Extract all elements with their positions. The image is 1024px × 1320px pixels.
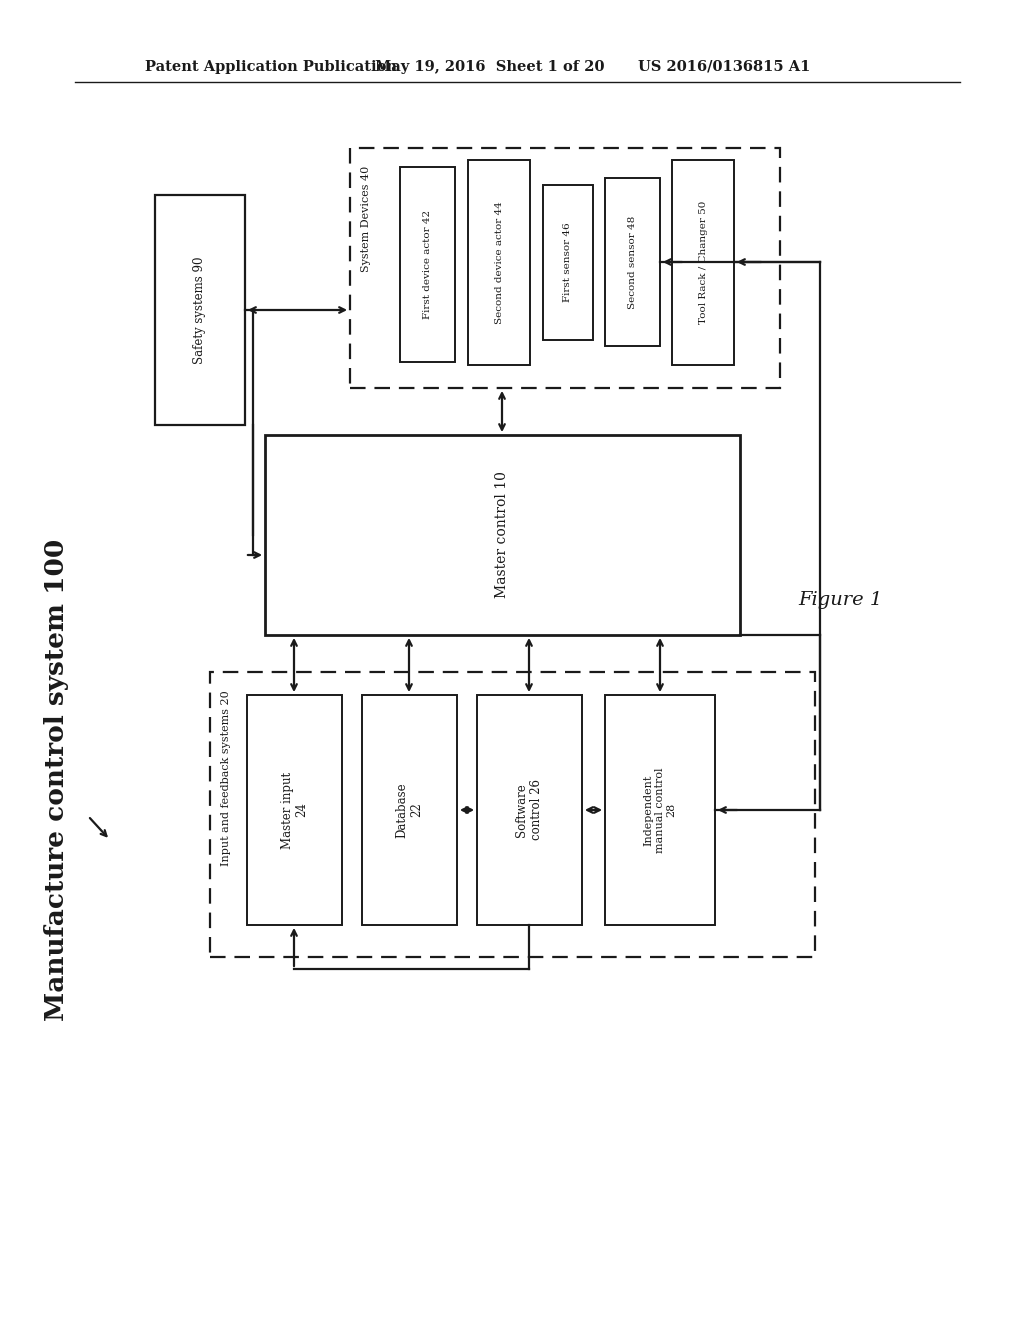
Text: First sensor 46: First sensor 46 [563, 223, 572, 302]
Bar [210, 672, 815, 957]
Bar [362, 696, 457, 925]
Text: Software
control 26: Software control 26 [515, 780, 544, 841]
Text: Patent Application Publication: Patent Application Publication [145, 59, 397, 74]
Bar [605, 696, 715, 925]
Bar [265, 436, 740, 635]
Text: Independent
manual control
28: Independent manual control 28 [643, 767, 677, 853]
Bar [477, 696, 582, 925]
Text: Figure 1: Figure 1 [798, 591, 882, 609]
Bar [400, 168, 455, 362]
Bar [155, 195, 245, 425]
Bar [605, 178, 660, 346]
Text: Second sensor 48: Second sensor 48 [628, 215, 637, 309]
Text: Manufacture control system 100: Manufacture control system 100 [44, 539, 70, 1022]
Bar [468, 160, 530, 366]
Bar [247, 696, 342, 925]
Text: First device actor 42: First device actor 42 [423, 210, 432, 319]
Text: May 19, 2016  Sheet 1 of 20: May 19, 2016 Sheet 1 of 20 [375, 59, 604, 74]
Text: Master input
24: Master input 24 [281, 771, 308, 849]
Text: Safety systems 90: Safety systems 90 [194, 256, 207, 364]
Text: Tool Rack / Changer 50: Tool Rack / Changer 50 [698, 201, 708, 325]
Text: US 2016/0136815 A1: US 2016/0136815 A1 [638, 59, 810, 74]
Bar [350, 148, 780, 388]
Text: System Devices 40: System Devices 40 [361, 166, 371, 272]
Bar [672, 160, 734, 366]
Text: Second device actor 44: Second device actor 44 [495, 201, 504, 323]
Text: Database
22: Database 22 [395, 783, 424, 838]
Text: Master control 10: Master control 10 [496, 471, 510, 598]
Text: Input and feedback systems 20: Input and feedback systems 20 [221, 690, 231, 866]
Bar [543, 185, 593, 341]
